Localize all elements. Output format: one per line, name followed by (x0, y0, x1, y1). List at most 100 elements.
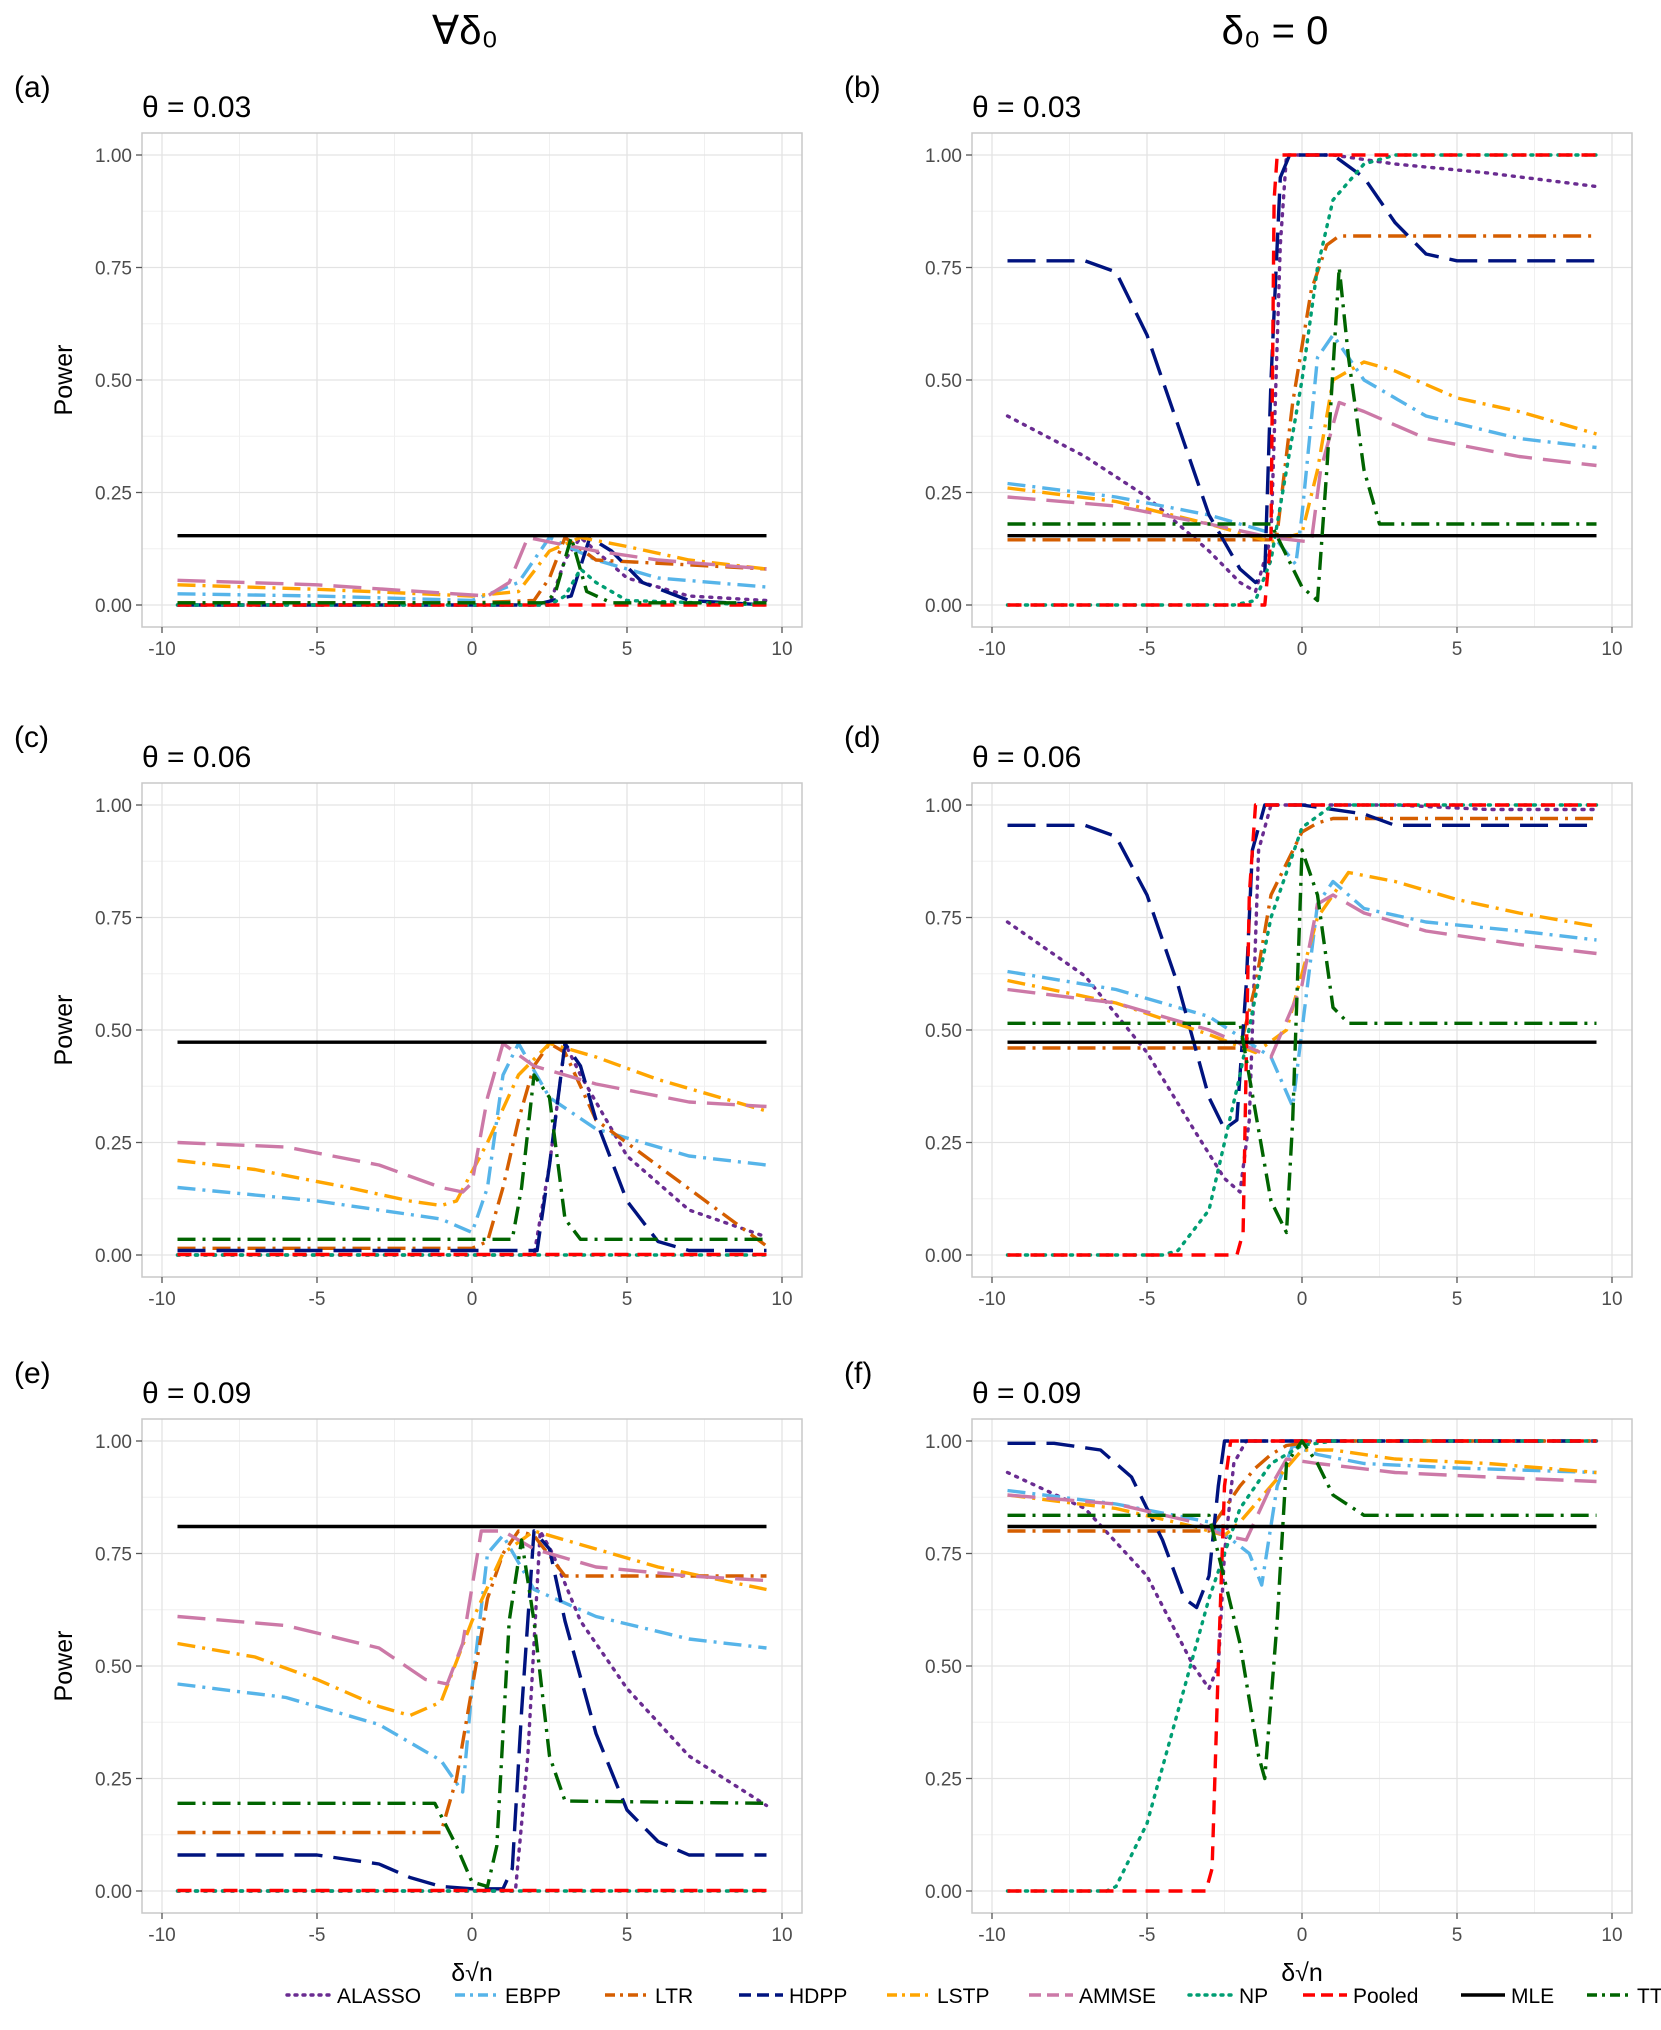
series-line-hdpp (1007, 1439, 1597, 1610)
series-line-np (1005, 803, 1599, 1257)
series-line-ebpp (1007, 879, 1597, 1109)
series-group (1005, 153, 1599, 607)
y-tick-label: 1.00 (925, 796, 962, 817)
legend-item-ttpool: TTPool (1587, 1985, 1661, 2008)
panel-label: (a) (14, 71, 51, 104)
x-tick-label: -10 (148, 1925, 175, 1946)
column-title-right: δ₀ = 0 (1222, 9, 1329, 53)
series-line-np (1005, 1439, 1599, 1893)
y-tick-label: 0.75 (925, 259, 962, 280)
x-tick-label: -5 (1139, 1289, 1156, 1310)
x-tick-label: -10 (978, 639, 1005, 660)
series-group (1005, 1439, 1599, 1893)
x-tick-label: -5 (309, 1925, 326, 1946)
y-tick-label: 0.00 (95, 1882, 132, 1903)
panel-label: (c) (14, 721, 49, 754)
y-tick-label: 0.25 (925, 1770, 962, 1791)
x-axis-label: δ√n (1281, 1959, 1323, 1987)
legend-item-pooled: Pooled (1303, 1985, 1418, 2008)
y-tick-label: 0.25 (95, 484, 132, 505)
x-tick-label: 0 (1297, 1925, 1308, 1946)
y-tick-label: 0.25 (95, 1134, 132, 1155)
series-line-hdpp (177, 1041, 767, 1253)
chart-panel: (d) θ = 0.06 -10 -5 0 5 10 0.00 0.25 0.50 0.75 1.00 (844, 721, 1633, 1310)
series-line-lstp (1007, 360, 1597, 544)
legend-item-np: NP (1187, 1985, 1268, 2008)
panel-title: θ = 0.03 (142, 91, 251, 124)
series-line-ttpool (177, 1538, 767, 1889)
series-line-alasso (175, 1041, 769, 1257)
y-tick-label: 0.50 (925, 1021, 962, 1042)
y-tick-label: 0.75 (925, 909, 962, 930)
x-tick-label: -5 (1139, 1925, 1156, 1946)
chart-panel: (e) θ = 0.09 -10 -5 0 5 10 0.00 0.25 0.50 0.75 1.00… (14, 1357, 803, 1987)
series-line-lstp (1007, 870, 1597, 1055)
series-line-hdpp (1007, 803, 1597, 1131)
panel-title: θ = 0.06 (142, 741, 251, 774)
y-tick-label: 1.00 (95, 1432, 132, 1453)
series-line-ebpp (1007, 333, 1597, 567)
y-tick-label: 1.00 (95, 796, 132, 817)
series-line-pooled (1007, 803, 1597, 1257)
legend-item-ammse: AMMSE (1029, 1985, 1156, 2008)
legend-item-lstp: LSTP (887, 1985, 990, 2008)
legend-label: LSTP (937, 1985, 990, 2008)
series-line-hdpp (177, 1529, 767, 1891)
y-axis-label: Power (50, 345, 78, 416)
series-group (175, 1524, 769, 1893)
y-tick-label: 0.50 (95, 371, 132, 392)
legend-label: LTR (655, 1985, 693, 2008)
y-tick-label: 0.50 (95, 1021, 132, 1042)
y-axis-label: Power (50, 995, 78, 1066)
y-tick-label: 1.00 (95, 146, 132, 167)
chart-panel: (a) θ = 0.03 -10 -5 0 5 10 0.00 0.25 0.50 0.75 1.00… (14, 71, 803, 660)
x-tick-label: -10 (978, 1925, 1005, 1946)
legend-item-mle: MLE (1461, 1985, 1554, 2008)
series-group (175, 534, 769, 607)
series-line-ltr (1007, 234, 1597, 542)
panel-label: (b) (844, 71, 881, 104)
x-tick-label: -10 (148, 639, 175, 660)
y-tick-label: 0.75 (95, 1545, 132, 1566)
series-line-ltr (177, 1041, 768, 1251)
x-tick-label: -10 (148, 1289, 175, 1310)
panel-label: (d) (844, 721, 881, 754)
series-line-lstp (1007, 1448, 1597, 1538)
series-line-ebpp (177, 1041, 767, 1235)
legend-label: TTPool (1637, 1985, 1661, 2008)
y-tick-label: 0.00 (95, 596, 132, 617)
series-line-ttpool (1007, 848, 1597, 1235)
x-tick-label: 10 (771, 1289, 792, 1310)
legend-item-ebpp: EBPP (455, 1985, 561, 2008)
y-tick-label: 0.00 (925, 596, 962, 617)
legend-item-ltr: LTR (605, 1985, 693, 2008)
series-line-ammse (1007, 1457, 1597, 1542)
x-tick-label: -5 (309, 1289, 326, 1310)
legend-label: MLE (1511, 1985, 1554, 2008)
series-line-ltr (177, 1529, 767, 1835)
y-tick-label: 1.00 (925, 146, 962, 167)
x-tick-label: -5 (1139, 639, 1156, 660)
series-line-ebpp (1007, 1443, 1597, 1587)
series-line-ammse (177, 535, 767, 598)
legend-label: EBPP (505, 1985, 561, 2008)
series-line-lstp (177, 1529, 767, 1718)
x-tick-label: 0 (467, 1289, 478, 1310)
x-axis-label: δ√n (451, 1959, 493, 1987)
x-tick-label: 5 (622, 1289, 633, 1310)
x-tick-label: 0 (467, 1925, 478, 1946)
panel-title: θ = 0.03 (972, 91, 1081, 124)
series-line-ebpp (177, 535, 767, 603)
legend-label: HDPP (789, 1985, 847, 2008)
y-tick-label: 0.25 (925, 1134, 962, 1155)
panel-title: θ = 0.09 (972, 1377, 1081, 1410)
y-tick-label: 0.75 (95, 909, 132, 930)
series-line-ttpool (177, 1073, 767, 1242)
y-tick-label: 0.25 (95, 1770, 132, 1791)
y-tick-label: 0.50 (925, 1657, 962, 1678)
x-tick-label: 0 (1297, 1289, 1308, 1310)
x-tick-label: -5 (309, 639, 326, 660)
series-line-hdpp (1007, 153, 1597, 585)
panel-title: θ = 0.06 (972, 741, 1081, 774)
